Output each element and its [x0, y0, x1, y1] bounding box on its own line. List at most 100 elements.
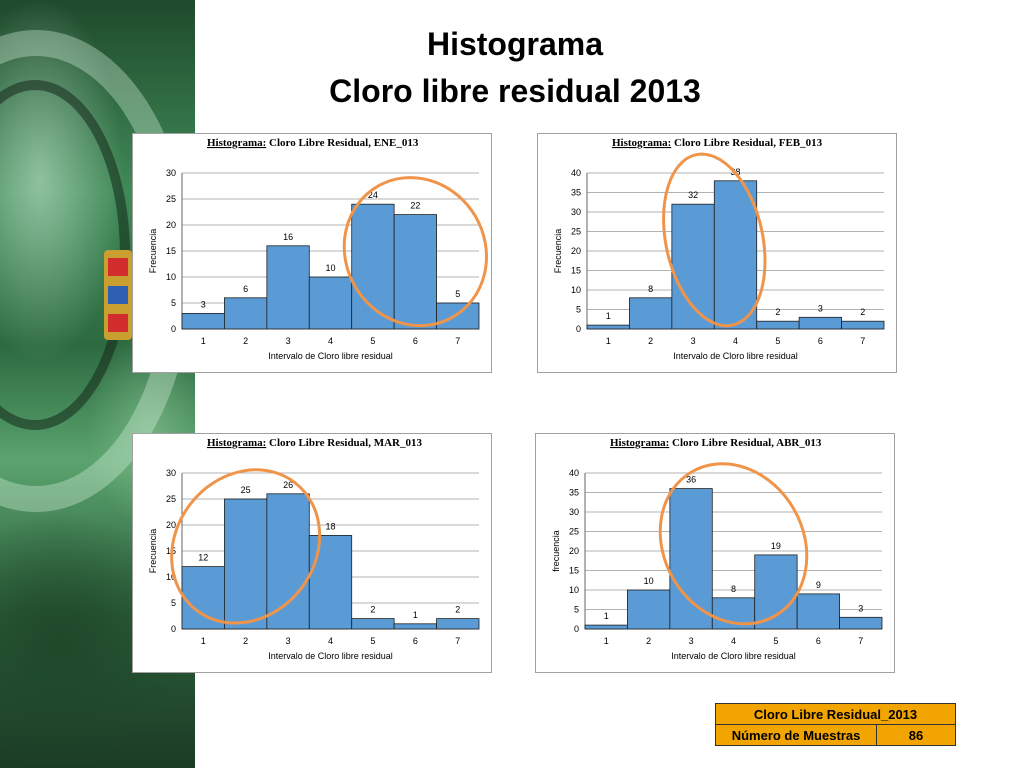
y-tick-label: 30 — [571, 207, 581, 217]
y-tick-label: 5 — [574, 605, 579, 615]
data-label: 26 — [283, 480, 293, 490]
y-tick-label: 5 — [171, 298, 176, 308]
y-tick-label: 10 — [166, 572, 176, 582]
data-label: 24 — [368, 190, 378, 200]
histogram-bar — [841, 320, 885, 330]
data-label: 3 — [858, 603, 863, 613]
chart-title-prefix: Histograma: — [612, 137, 671, 149]
data-label: 8 — [731, 584, 736, 594]
data-label: 19 — [771, 541, 781, 551]
data-label: 16 — [283, 232, 293, 242]
y-tick-label: 40 — [569, 468, 579, 478]
histogram-bar — [756, 320, 800, 330]
histogram-bar — [629, 297, 673, 330]
histogram-bar — [393, 623, 437, 630]
y-tick-label: 15 — [166, 246, 176, 256]
y-tick-label: 5 — [171, 598, 176, 608]
data-label: 36 — [686, 475, 696, 485]
x-tick-label: 6 — [413, 636, 418, 646]
x-tick-label: 3 — [286, 636, 291, 646]
histogram-abr: Histograma: Cloro Libre Residual, ABR_01… — [535, 433, 895, 673]
histogram-bar — [586, 324, 630, 330]
x-tick-label: 5 — [775, 336, 780, 346]
chart-title: Histograma: Cloro Libre Residual, ABR_01… — [610, 437, 822, 449]
histogram-bar — [266, 493, 310, 630]
data-label: 18 — [325, 521, 335, 531]
histogram-bar — [308, 276, 353, 330]
x-tick-label: 2 — [646, 636, 651, 646]
emblem-logo — [104, 250, 132, 340]
slide-title: Histograma — [426, 26, 604, 62]
histogram-bar — [351, 618, 395, 630]
y-tick-label: 25 — [571, 227, 581, 237]
summary-header: Cloro Libre Residual_2013 — [715, 703, 956, 725]
histogram-bar — [393, 214, 437, 330]
x-tick-label: 1 — [604, 636, 609, 646]
data-label: 12 — [198, 553, 208, 563]
data-label: 2 — [370, 605, 375, 615]
chart-title-prefix: Histograma: — [207, 137, 266, 149]
data-label: 9 — [816, 580, 821, 590]
histogram-bar — [627, 589, 671, 630]
histogram-bar — [436, 302, 480, 330]
highlight-ellipse — [170, 468, 322, 625]
y-tick-label: 20 — [166, 520, 176, 530]
histogram-bar — [181, 312, 225, 330]
x-tick-label: 7 — [858, 636, 863, 646]
x-tick-label: 2 — [243, 636, 248, 646]
chart-title: Histograma: Cloro Libre Residual, ENE_01… — [207, 137, 419, 149]
y-tick-label: 30 — [166, 168, 176, 178]
data-label: 2 — [455, 605, 460, 615]
x-tick-label: 3 — [691, 336, 696, 346]
x-tick-label: 4 — [733, 336, 738, 346]
x-tick-label: 2 — [243, 336, 248, 346]
histogram-bar — [839, 616, 883, 630]
x-tick-label: 4 — [328, 636, 333, 646]
y-tick-label: 35 — [571, 188, 581, 198]
y-axis-title: Frecuencia — [148, 229, 158, 274]
data-label: 10 — [325, 263, 335, 273]
y-tick-label: 25 — [569, 527, 579, 537]
y-axis-title: Frecuencia — [553, 229, 563, 274]
histogram-bar — [224, 498, 268, 630]
x-tick-label: 1 — [201, 636, 206, 646]
x-tick-label: 6 — [413, 336, 418, 346]
y-tick-label: 10 — [166, 272, 176, 282]
data-label: 1 — [606, 311, 611, 321]
histogram-bar — [713, 180, 758, 330]
data-label: 22 — [410, 201, 420, 211]
y-tick-label: 0 — [576, 324, 581, 334]
histogram-bar — [754, 554, 798, 630]
histogram-bar — [181, 566, 225, 630]
y-tick-label: 10 — [569, 585, 579, 595]
x-tick-label: 5 — [370, 336, 375, 346]
summary-label: Número de Muestras — [715, 724, 877, 746]
data-label: 32 — [688, 190, 698, 200]
y-tick-label: 40 — [571, 168, 581, 178]
x-axis-title: Intervalo de Cloro libre residual — [671, 651, 796, 661]
histogram-bar — [671, 203, 715, 330]
data-label: 3 — [201, 299, 206, 309]
highlight-ellipse — [342, 176, 488, 328]
data-label: 10 — [644, 576, 654, 586]
y-tick-label: 30 — [569, 507, 579, 517]
data-label: 1 — [413, 610, 418, 620]
histogram-svg: Histograma: Cloro Libre Residual, ABR_01… — [535, 433, 895, 673]
chart-title: Histograma: Cloro Libre Residual, MAR_01… — [207, 437, 423, 449]
x-tick-label: 1 — [606, 336, 611, 346]
x-tick-label: 3 — [286, 336, 291, 346]
x-tick-label: 7 — [860, 336, 865, 346]
histogram-bar — [308, 535, 353, 630]
histogram-ene: Histograma: Cloro Libre Residual, ENE_01… — [132, 133, 492, 373]
y-tick-label: 25 — [166, 194, 176, 204]
x-tick-label: 2 — [648, 336, 653, 346]
summary-value: 86 — [876, 724, 956, 746]
histogram-mar: Histograma: Cloro Libre Residual, MAR_01… — [132, 433, 492, 673]
y-tick-label: 35 — [569, 488, 579, 498]
x-tick-label: 7 — [455, 336, 460, 346]
histogram-svg: Histograma: Cloro Libre Residual, MAR_01… — [132, 433, 492, 673]
data-label: 3 — [818, 303, 823, 313]
chart-title-prefix: Histograma: — [610, 437, 669, 449]
histogram-svg: Histograma: Cloro Libre Residual, FEB_01… — [537, 133, 897, 373]
data-label: 25 — [241, 485, 251, 495]
